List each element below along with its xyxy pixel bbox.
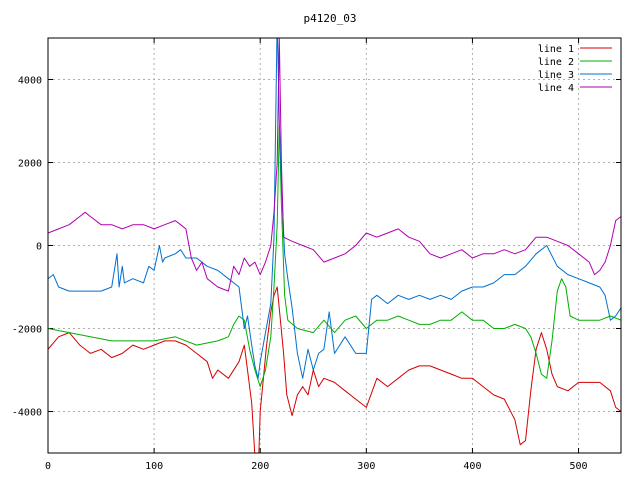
legend-label: line 3 [538, 70, 574, 81]
series-line-2 [48, 124, 621, 388]
legend-label: line 4 [538, 83, 574, 94]
x-tick-label: 200 [251, 461, 269, 472]
x-tick-label: 500 [570, 461, 588, 472]
axis-ticks: 0 100 200 300 400 500 -4000 -2000 0 2000 4000 [12, 38, 621, 472]
plot-border [47, 37, 622, 454]
y-tick-label: 4000 [18, 76, 42, 87]
y-tick-label: 0 [36, 242, 42, 253]
y-tick-label: -4000 [12, 408, 42, 419]
x-tick-label: 400 [463, 461, 481, 472]
legend: line 1 line 2 line 3 line 4 [538, 44, 612, 94]
grid [47, 38, 621, 453]
y-tick-label: 2000 [18, 159, 42, 170]
series-line-4 [48, 38, 621, 292]
chart-title: p4120_03 [304, 12, 357, 25]
y-tick-label: -2000 [12, 325, 42, 336]
series-line-1 [48, 286, 621, 453]
x-tick-label: 0 [45, 461, 51, 472]
x-tick-label: 300 [357, 461, 375, 472]
legend-label: line 1 [538, 44, 574, 55]
series-line-3 [48, 38, 621, 379]
legend-label: line 2 [538, 57, 574, 68]
x-tick-label: 100 [145, 461, 163, 472]
series-group [48, 38, 621, 453]
